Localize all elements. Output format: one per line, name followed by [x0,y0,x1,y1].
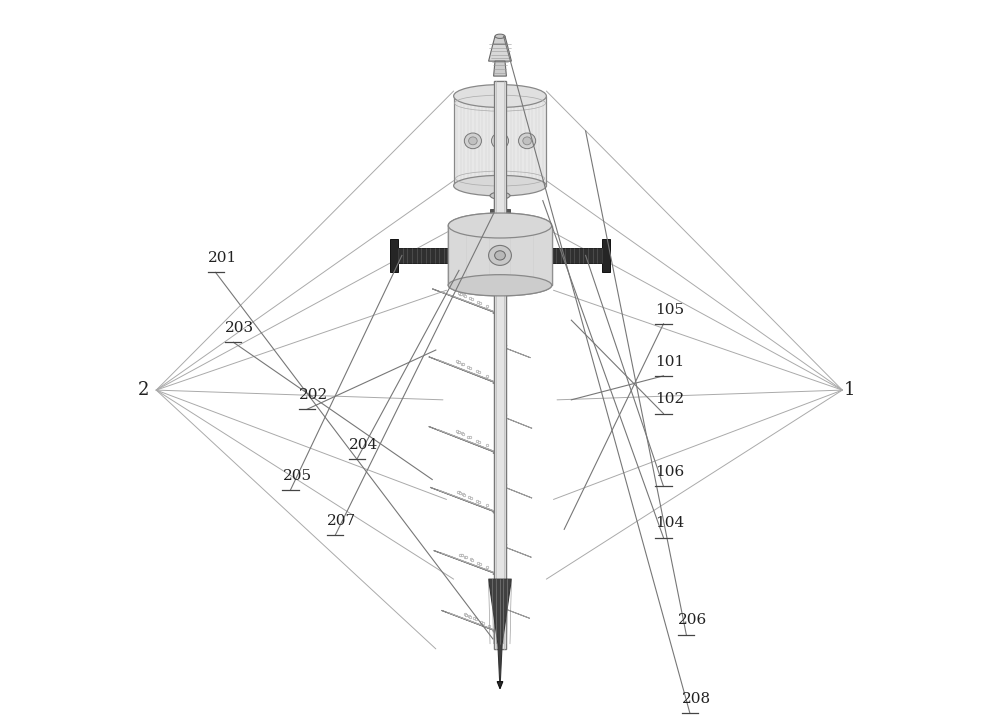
Polygon shape [489,44,511,61]
Text: 106: 106 [655,465,685,479]
Text: 207: 207 [327,513,357,528]
Polygon shape [429,357,500,384]
Ellipse shape [519,133,536,149]
Bar [390,239,398,272]
Text: 102: 102 [655,392,685,407]
Ellipse shape [448,213,552,238]
Polygon shape [432,289,500,314]
Bar [602,239,610,272]
Polygon shape [500,485,532,498]
Polygon shape [493,37,507,44]
Ellipse shape [495,251,505,260]
Bar [448,226,552,285]
Ellipse shape [523,137,531,145]
Ellipse shape [495,34,505,39]
Ellipse shape [448,275,552,296]
Polygon shape [434,551,500,576]
Ellipse shape [489,246,511,266]
Text: 1: 1 [844,381,855,399]
Ellipse shape [448,275,552,296]
Ellipse shape [496,137,504,145]
Polygon shape [442,611,500,633]
Ellipse shape [469,137,477,145]
Polygon shape [489,579,511,689]
Polygon shape [500,544,531,557]
Polygon shape [497,682,503,689]
Bar [494,185,506,226]
Text: 2: 2 [138,381,149,399]
Text: 104: 104 [655,516,685,531]
Polygon shape [430,488,500,514]
Text: 202: 202 [299,388,328,402]
Bar [454,96,546,185]
Bar [398,248,448,263]
Ellipse shape [454,175,546,196]
Bar [494,81,506,649]
Bar [448,226,552,285]
Ellipse shape [490,192,510,199]
Ellipse shape [454,84,546,107]
Bar [494,81,506,649]
Bar [552,248,602,263]
Polygon shape [500,606,530,619]
Text: 205: 205 [282,469,312,483]
Polygon shape [500,415,532,428]
Text: 105: 105 [655,302,685,316]
Ellipse shape [464,133,481,149]
Text: 208: 208 [682,692,711,706]
Ellipse shape [491,133,509,149]
Ellipse shape [489,246,511,266]
Ellipse shape [495,251,505,260]
Bar [490,208,510,213]
Text: 204: 204 [349,438,378,452]
Ellipse shape [448,213,552,238]
Polygon shape [500,345,530,358]
Polygon shape [429,427,500,454]
Text: 206: 206 [678,614,708,627]
Polygon shape [494,61,506,76]
Text: 203: 203 [225,321,255,335]
Text: 201: 201 [208,251,237,265]
Text: 101: 101 [655,354,685,369]
